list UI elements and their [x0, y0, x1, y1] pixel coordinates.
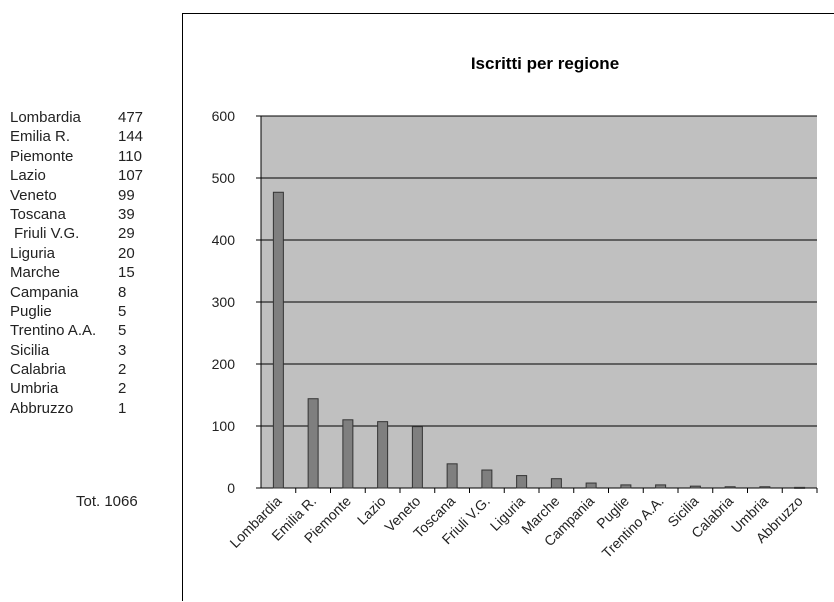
region-name: Puglie — [10, 302, 52, 321]
bar — [482, 470, 492, 488]
bar — [517, 476, 527, 488]
bar — [690, 486, 700, 488]
bar — [412, 427, 422, 488]
region-name: Calabria — [10, 360, 66, 379]
table-row: Abbruzzo 1 — [10, 399, 170, 418]
region-count: 3 — [118, 341, 126, 360]
table-row: Trentino A.A. 5 — [10, 321, 170, 340]
region-count: 110 — [118, 147, 142, 166]
bar — [621, 485, 631, 488]
region-name: Abbruzzo — [10, 399, 73, 418]
table-row: Piemonte 110 — [10, 147, 170, 166]
region-count: 39 — [118, 205, 135, 224]
chart-frame: Iscritti per regione 0 100 200 300 400 500 600… — [182, 13, 834, 601]
table-row: Friuli V.G. 29 — [10, 224, 170, 243]
x-axis-labels: LombardiaEmilia R.PiemonteLazioVenetoTos… — [226, 488, 817, 561]
table-row: Campania 8 — [10, 283, 170, 302]
bar — [656, 485, 666, 488]
bar — [795, 487, 805, 488]
region-count: 477 — [118, 108, 143, 127]
region-count: 2 — [118, 379, 126, 398]
region-count: 20 — [118, 244, 135, 263]
table-row: Umbria 2 — [10, 379, 170, 398]
region-name: Veneto — [10, 186, 57, 205]
bar — [273, 192, 283, 488]
bar — [308, 399, 318, 488]
table-row: Sicilia 3 — [10, 341, 170, 360]
total-label: Tot. 1066 — [76, 493, 138, 510]
table-row: Calabria 2 — [10, 360, 170, 379]
y-tick-label: 400 — [212, 232, 236, 248]
x-tick-label: Lombardia — [226, 493, 284, 551]
y-tick-label: 0 — [227, 480, 235, 496]
region-name: Sicilia — [10, 341, 49, 360]
region-name: Lombardia — [10, 108, 81, 127]
region-count: 107 — [118, 166, 143, 185]
region-count: 99 — [118, 186, 135, 205]
bar — [725, 487, 735, 488]
table-row: Liguria 20 — [10, 244, 170, 263]
region-name: Piemonte — [10, 147, 73, 166]
chart-title: Iscritti per regione — [471, 54, 619, 73]
table-row: Lombardia 477 — [10, 108, 170, 127]
region-count: 2 — [118, 360, 126, 379]
bar — [586, 483, 596, 488]
region-name: Marche — [10, 263, 60, 282]
region-name: Liguria — [10, 244, 55, 263]
y-tick-label: 500 — [212, 170, 236, 186]
region-count: 15 — [118, 263, 135, 282]
table-row: Veneto 99 — [10, 186, 170, 205]
bar-chart: Iscritti per regione 0 100 200 300 400 500 600… — [183, 14, 834, 602]
region-name: Umbria — [10, 379, 58, 398]
bar — [343, 420, 353, 488]
y-tick-label: 300 — [212, 294, 236, 310]
region-count: 8 — [118, 283, 126, 302]
table-row: Lazio 107 — [10, 166, 170, 185]
y-tick-label: 200 — [212, 356, 236, 372]
bar — [760, 487, 770, 488]
table-row: Puglie 5 — [10, 302, 170, 321]
region-count: 5 — [118, 302, 126, 321]
region-name: Toscana — [10, 205, 66, 224]
y-tick-label: 600 — [212, 108, 236, 124]
bar — [551, 479, 561, 488]
region-table: Lombardia477Emilia R.144Piemonte110Lazio… — [10, 108, 170, 418]
bar — [378, 422, 388, 488]
y-tick-label: 100 — [212, 418, 236, 434]
region-name: Emilia R. — [10, 127, 70, 146]
table-row: Marche 15 — [10, 263, 170, 282]
table-row: Toscana 39 — [10, 205, 170, 224]
region-name: Lazio — [10, 166, 46, 185]
region-count: 1 — [118, 399, 126, 418]
y-axis-ticks: 0 100 200 300 400 500 600 — [212, 108, 236, 496]
region-name: Campania — [10, 283, 78, 302]
table-row: Emilia R. 144 — [10, 127, 170, 146]
region-count: 144 — [118, 127, 143, 146]
region-count: 5 — [118, 321, 126, 340]
region-name: Friuli V.G. — [14, 224, 79, 243]
bar — [447, 464, 457, 488]
region-count: 29 — [118, 224, 135, 243]
region-name: Trentino A.A. — [10, 321, 96, 340]
